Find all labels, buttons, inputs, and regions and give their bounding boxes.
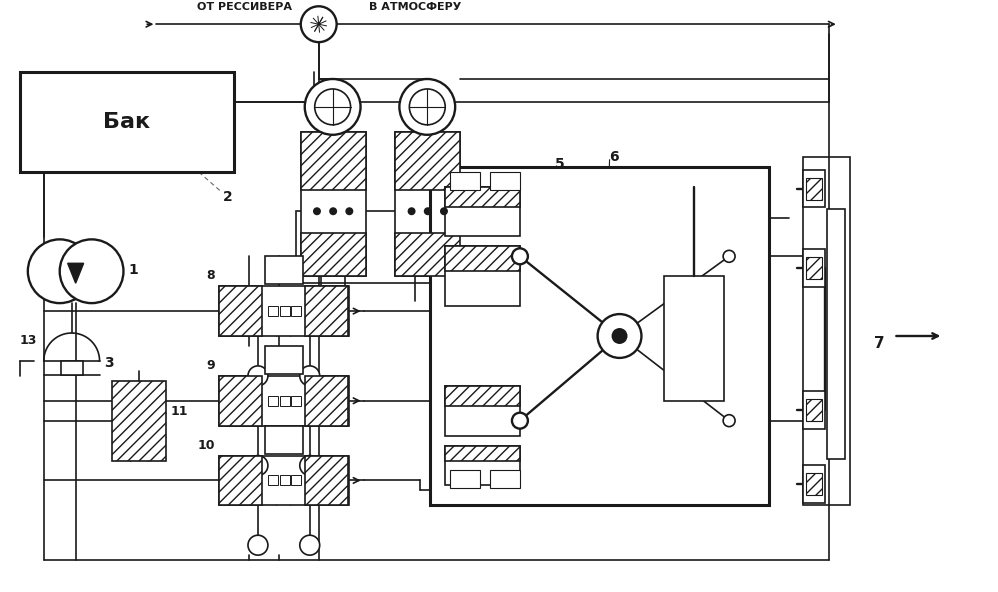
Bar	[805, 178, 821, 200]
Bar	[445, 446, 520, 461]
Bar	[264, 346, 302, 374]
Text: 5: 5	[555, 157, 565, 170]
Bar	[445, 186, 520, 207]
Text: 11: 11	[171, 405, 188, 418]
Text: 1: 1	[129, 263, 138, 277]
Bar	[395, 132, 460, 189]
Bar	[279, 306, 289, 316]
Bar	[220, 286, 348, 336]
Circle shape	[28, 239, 92, 303]
Circle shape	[299, 535, 319, 555]
Circle shape	[440, 207, 448, 215]
Circle shape	[304, 79, 360, 135]
Bar	[395, 233, 460, 276]
Bar	[450, 172, 480, 189]
Bar	[290, 306, 300, 316]
Circle shape	[399, 79, 455, 135]
Text: 2: 2	[224, 189, 233, 204]
Bar	[279, 396, 289, 406]
Circle shape	[299, 455, 319, 475]
Bar	[445, 246, 520, 271]
Bar	[20, 72, 235, 172]
Circle shape	[300, 7, 336, 42]
Circle shape	[512, 413, 528, 429]
Bar	[665, 276, 725, 401]
Bar	[112, 381, 167, 461]
Circle shape	[598, 314, 642, 358]
Bar	[802, 249, 824, 287]
Bar	[220, 455, 261, 506]
Bar	[295, 211, 465, 284]
Bar	[264, 426, 302, 453]
Text: ОТ РЕССИВЕРА: ОТ РЕССИВЕРА	[198, 2, 292, 12]
Bar	[290, 475, 300, 485]
Text: 13: 13	[20, 334, 37, 348]
Circle shape	[248, 455, 267, 475]
Circle shape	[424, 207, 432, 215]
Bar	[802, 170, 824, 208]
Circle shape	[248, 535, 267, 555]
Circle shape	[313, 207, 321, 215]
Bar	[304, 455, 347, 506]
Bar	[300, 132, 365, 276]
Text: 3: 3	[105, 356, 114, 370]
Circle shape	[407, 207, 415, 215]
Bar	[304, 286, 347, 336]
Circle shape	[329, 207, 337, 215]
Text: 4: 4	[468, 247, 478, 261]
Circle shape	[248, 366, 267, 386]
Bar	[290, 396, 300, 406]
Bar	[430, 167, 768, 506]
Bar	[802, 157, 849, 506]
Bar	[264, 256, 302, 284]
Bar	[805, 399, 821, 421]
Circle shape	[345, 207, 353, 215]
Text: 10: 10	[198, 439, 216, 452]
Bar	[445, 386, 520, 406]
Bar	[805, 258, 821, 279]
Text: 8: 8	[207, 269, 216, 282]
Bar	[304, 376, 347, 426]
Polygon shape	[68, 263, 84, 283]
Bar	[220, 455, 348, 506]
Bar	[805, 474, 821, 496]
Bar	[300, 132, 365, 189]
Bar	[445, 186, 520, 236]
Circle shape	[60, 239, 124, 303]
Circle shape	[299, 366, 319, 386]
Bar	[445, 246, 520, 306]
Bar	[490, 172, 520, 189]
Text: 6: 6	[610, 150, 619, 164]
Circle shape	[314, 89, 350, 125]
Bar	[826, 210, 844, 459]
Bar	[61, 361, 83, 375]
Circle shape	[512, 248, 528, 264]
Bar	[445, 446, 520, 485]
Text: В АТМОСФЕРУ: В АТМОСФЕРУ	[369, 2, 461, 12]
Bar	[300, 233, 365, 276]
Bar	[395, 132, 460, 276]
Text: Бак: Бак	[104, 112, 151, 132]
Bar	[220, 286, 261, 336]
Bar	[445, 386, 520, 436]
Bar	[267, 306, 277, 316]
Circle shape	[724, 414, 736, 427]
Bar	[450, 471, 480, 488]
Bar	[490, 471, 520, 488]
Bar	[220, 376, 348, 426]
Bar	[802, 465, 824, 503]
Bar	[802, 391, 824, 429]
Circle shape	[409, 89, 445, 125]
Circle shape	[612, 328, 628, 344]
Bar	[267, 396, 277, 406]
Bar	[279, 475, 289, 485]
Text: 7: 7	[873, 336, 884, 351]
Bar	[267, 475, 277, 485]
Bar	[220, 376, 261, 426]
Text: 9: 9	[207, 359, 216, 372]
Circle shape	[724, 250, 736, 262]
